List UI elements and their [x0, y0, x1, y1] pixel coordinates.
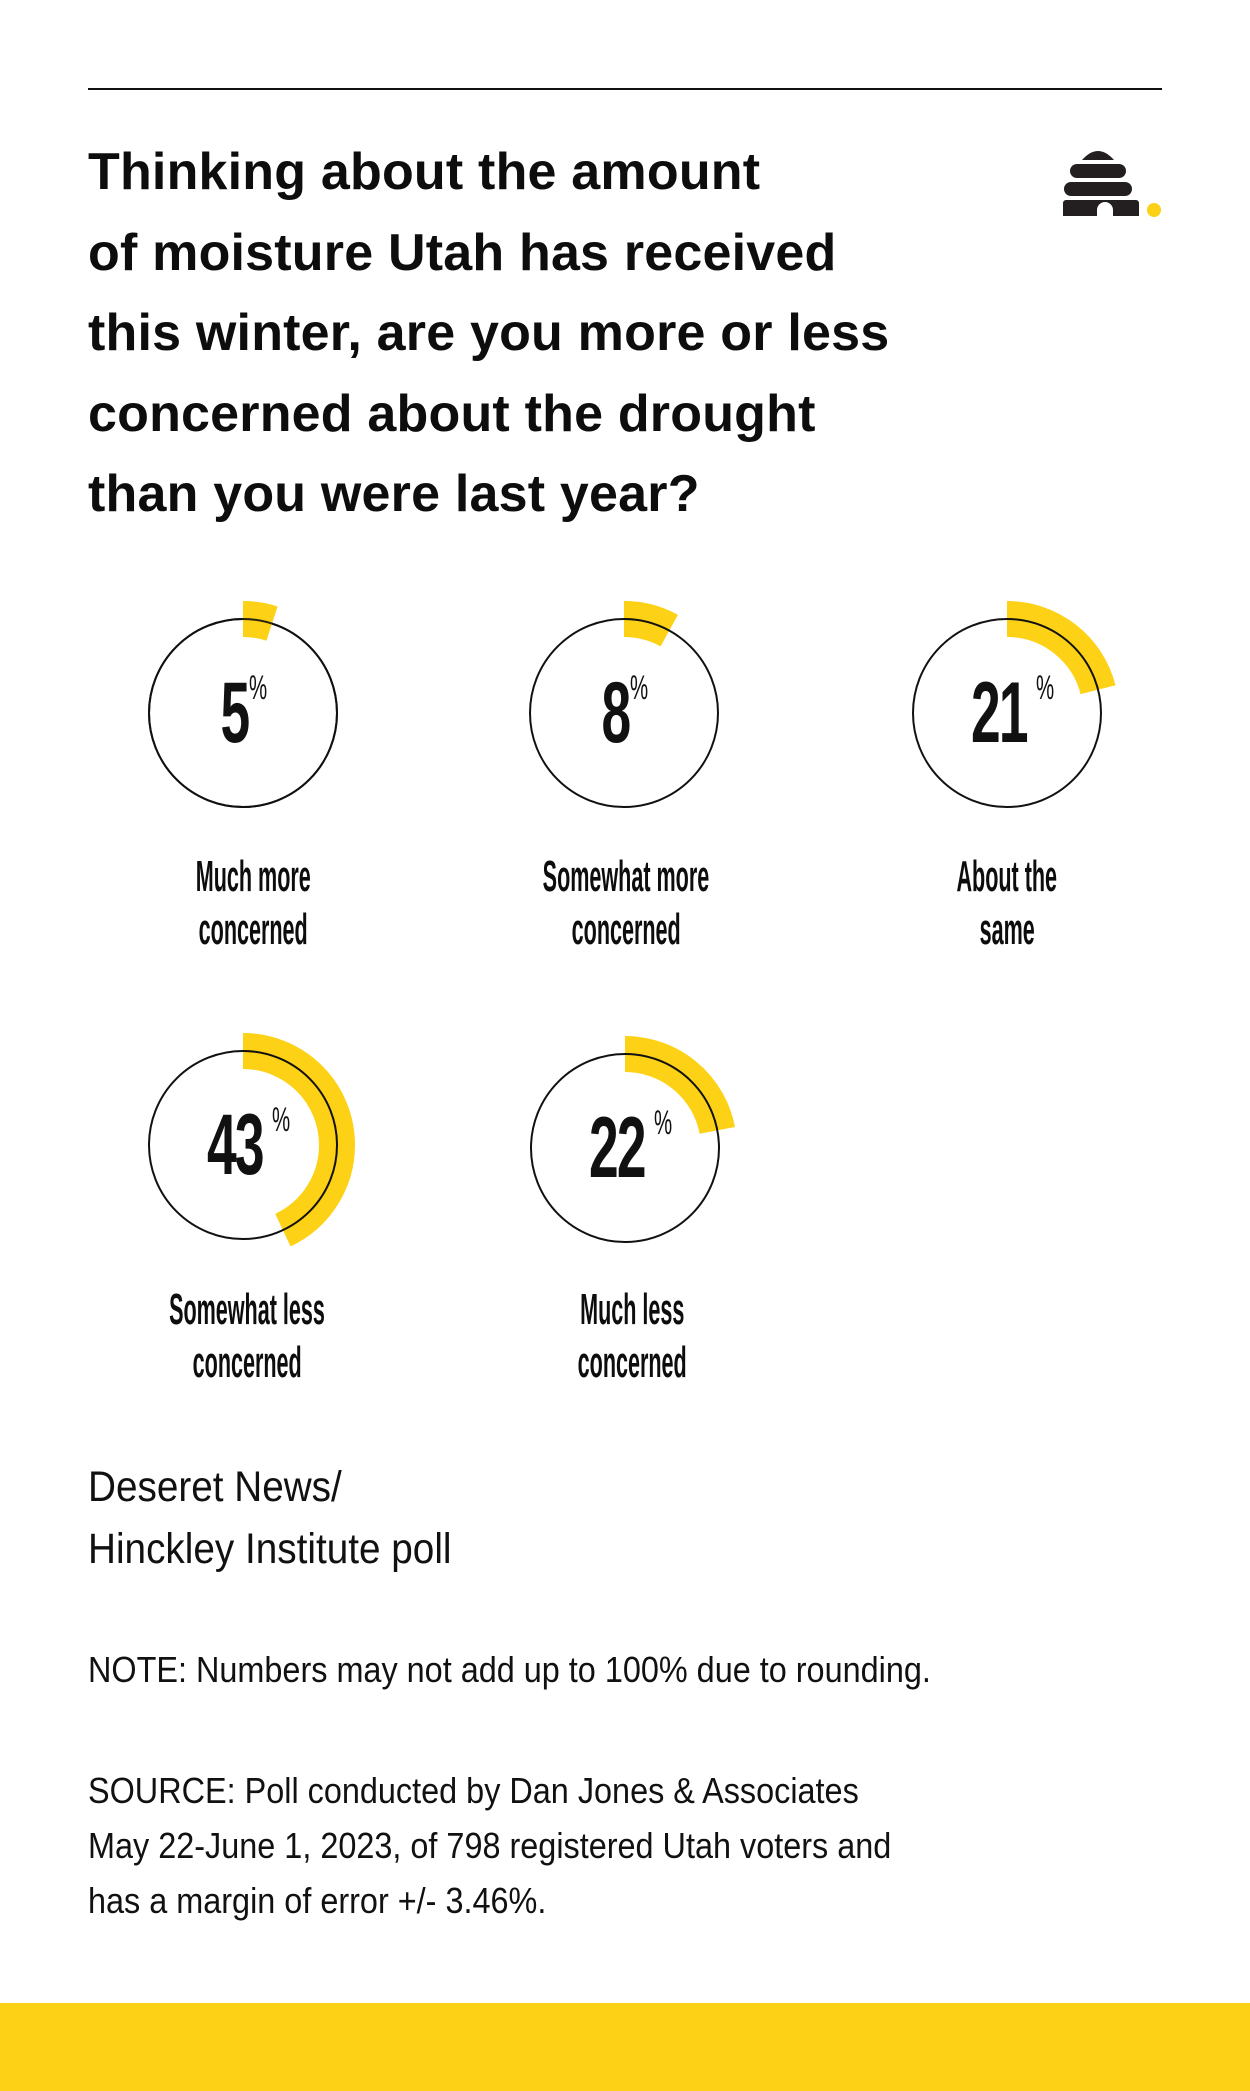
- percent-sign: %: [653, 1104, 672, 1142]
- label-line: concerned: [577, 1338, 687, 1387]
- label-line: About the: [956, 852, 1058, 901]
- attribution-line: Deseret News/: [88, 1463, 342, 1511]
- label-line: concerned: [571, 905, 681, 954]
- source-line: May 22-June 1, 2023, of 798 registered U…: [88, 1825, 892, 1866]
- value: 22: [589, 1100, 646, 1196]
- donut-ring-icon: [513, 1036, 737, 1260]
- percent-sign: %: [630, 669, 649, 707]
- label-line: Much more: [195, 852, 311, 901]
- value: 5: [220, 665, 251, 761]
- title-line: than you were last year?: [88, 465, 700, 523]
- rounding-note: NOTE: Numbers may not add up to 100% due…: [88, 1649, 931, 1690]
- title-line: of moisture Utah has received: [88, 223, 837, 282]
- percent-sign: %: [271, 1101, 290, 1139]
- chart-title: Thinking about the amount of moisture Ut…: [88, 132, 1008, 535]
- value: 21: [971, 665, 1028, 761]
- percent-sign: %: [1035, 669, 1054, 707]
- label-somewhat-less-concerned: Somewhat less concerned: [77, 1283, 417, 1389]
- donut-somewhat-more-concerned: 8 %: [494, 583, 754, 843]
- label-about-the-same: About the same: [837, 850, 1177, 956]
- label-line: concerned: [192, 1338, 302, 1387]
- value: 8: [601, 665, 632, 761]
- attribution-line: Hinckley Institute poll: [88, 1525, 452, 1573]
- donut-ring-icon: [131, 1033, 355, 1257]
- donut-much-less-concerned: 22 %: [495, 1018, 755, 1278]
- source-note: SOURCE: Poll conducted by Dan Jones & As…: [88, 1763, 981, 1928]
- title-line: this winter, are you more or less: [88, 304, 890, 362]
- beehive-icon: [1058, 140, 1166, 220]
- label-line: Much less: [579, 1285, 685, 1334]
- label-much-less-concerned: Much less concerned: [462, 1283, 802, 1389]
- source-line: SOURCE: Poll conducted by Dan Jones & As…: [88, 1770, 859, 1811]
- percent-sign: %: [249, 669, 268, 707]
- value: 43: [207, 1097, 264, 1193]
- label-line: same: [979, 905, 1035, 954]
- top-rule: [88, 88, 1162, 90]
- footer-accent-band: [0, 2003, 1250, 2091]
- title-line: Thinking about the amount: [88, 143, 761, 201]
- donut-about-the-same: 21 %: [877, 583, 1137, 843]
- source-line: has a margin of error +/- 3.46%.: [88, 1880, 547, 1921]
- poll-attribution: Deseret News/ Hinckley Institute poll: [88, 1456, 492, 1580]
- donut-ring-icon: [512, 601, 736, 825]
- label-much-more-concerned: Much more concerned: [83, 850, 423, 956]
- donut-somewhat-less-concerned: 43 %: [113, 1015, 373, 1275]
- donut-much-more-concerned: 5 %: [113, 583, 373, 843]
- donut-ring-icon: [895, 601, 1119, 825]
- label-line: Somewhat more: [542, 852, 710, 901]
- label-line: concerned: [198, 905, 308, 954]
- label-line: Somewhat less: [169, 1285, 325, 1334]
- label-somewhat-more-concerned: Somewhat more concerned: [456, 850, 796, 956]
- title-line: concerned about the drought: [88, 384, 816, 443]
- donut-ring-icon: [131, 601, 355, 825]
